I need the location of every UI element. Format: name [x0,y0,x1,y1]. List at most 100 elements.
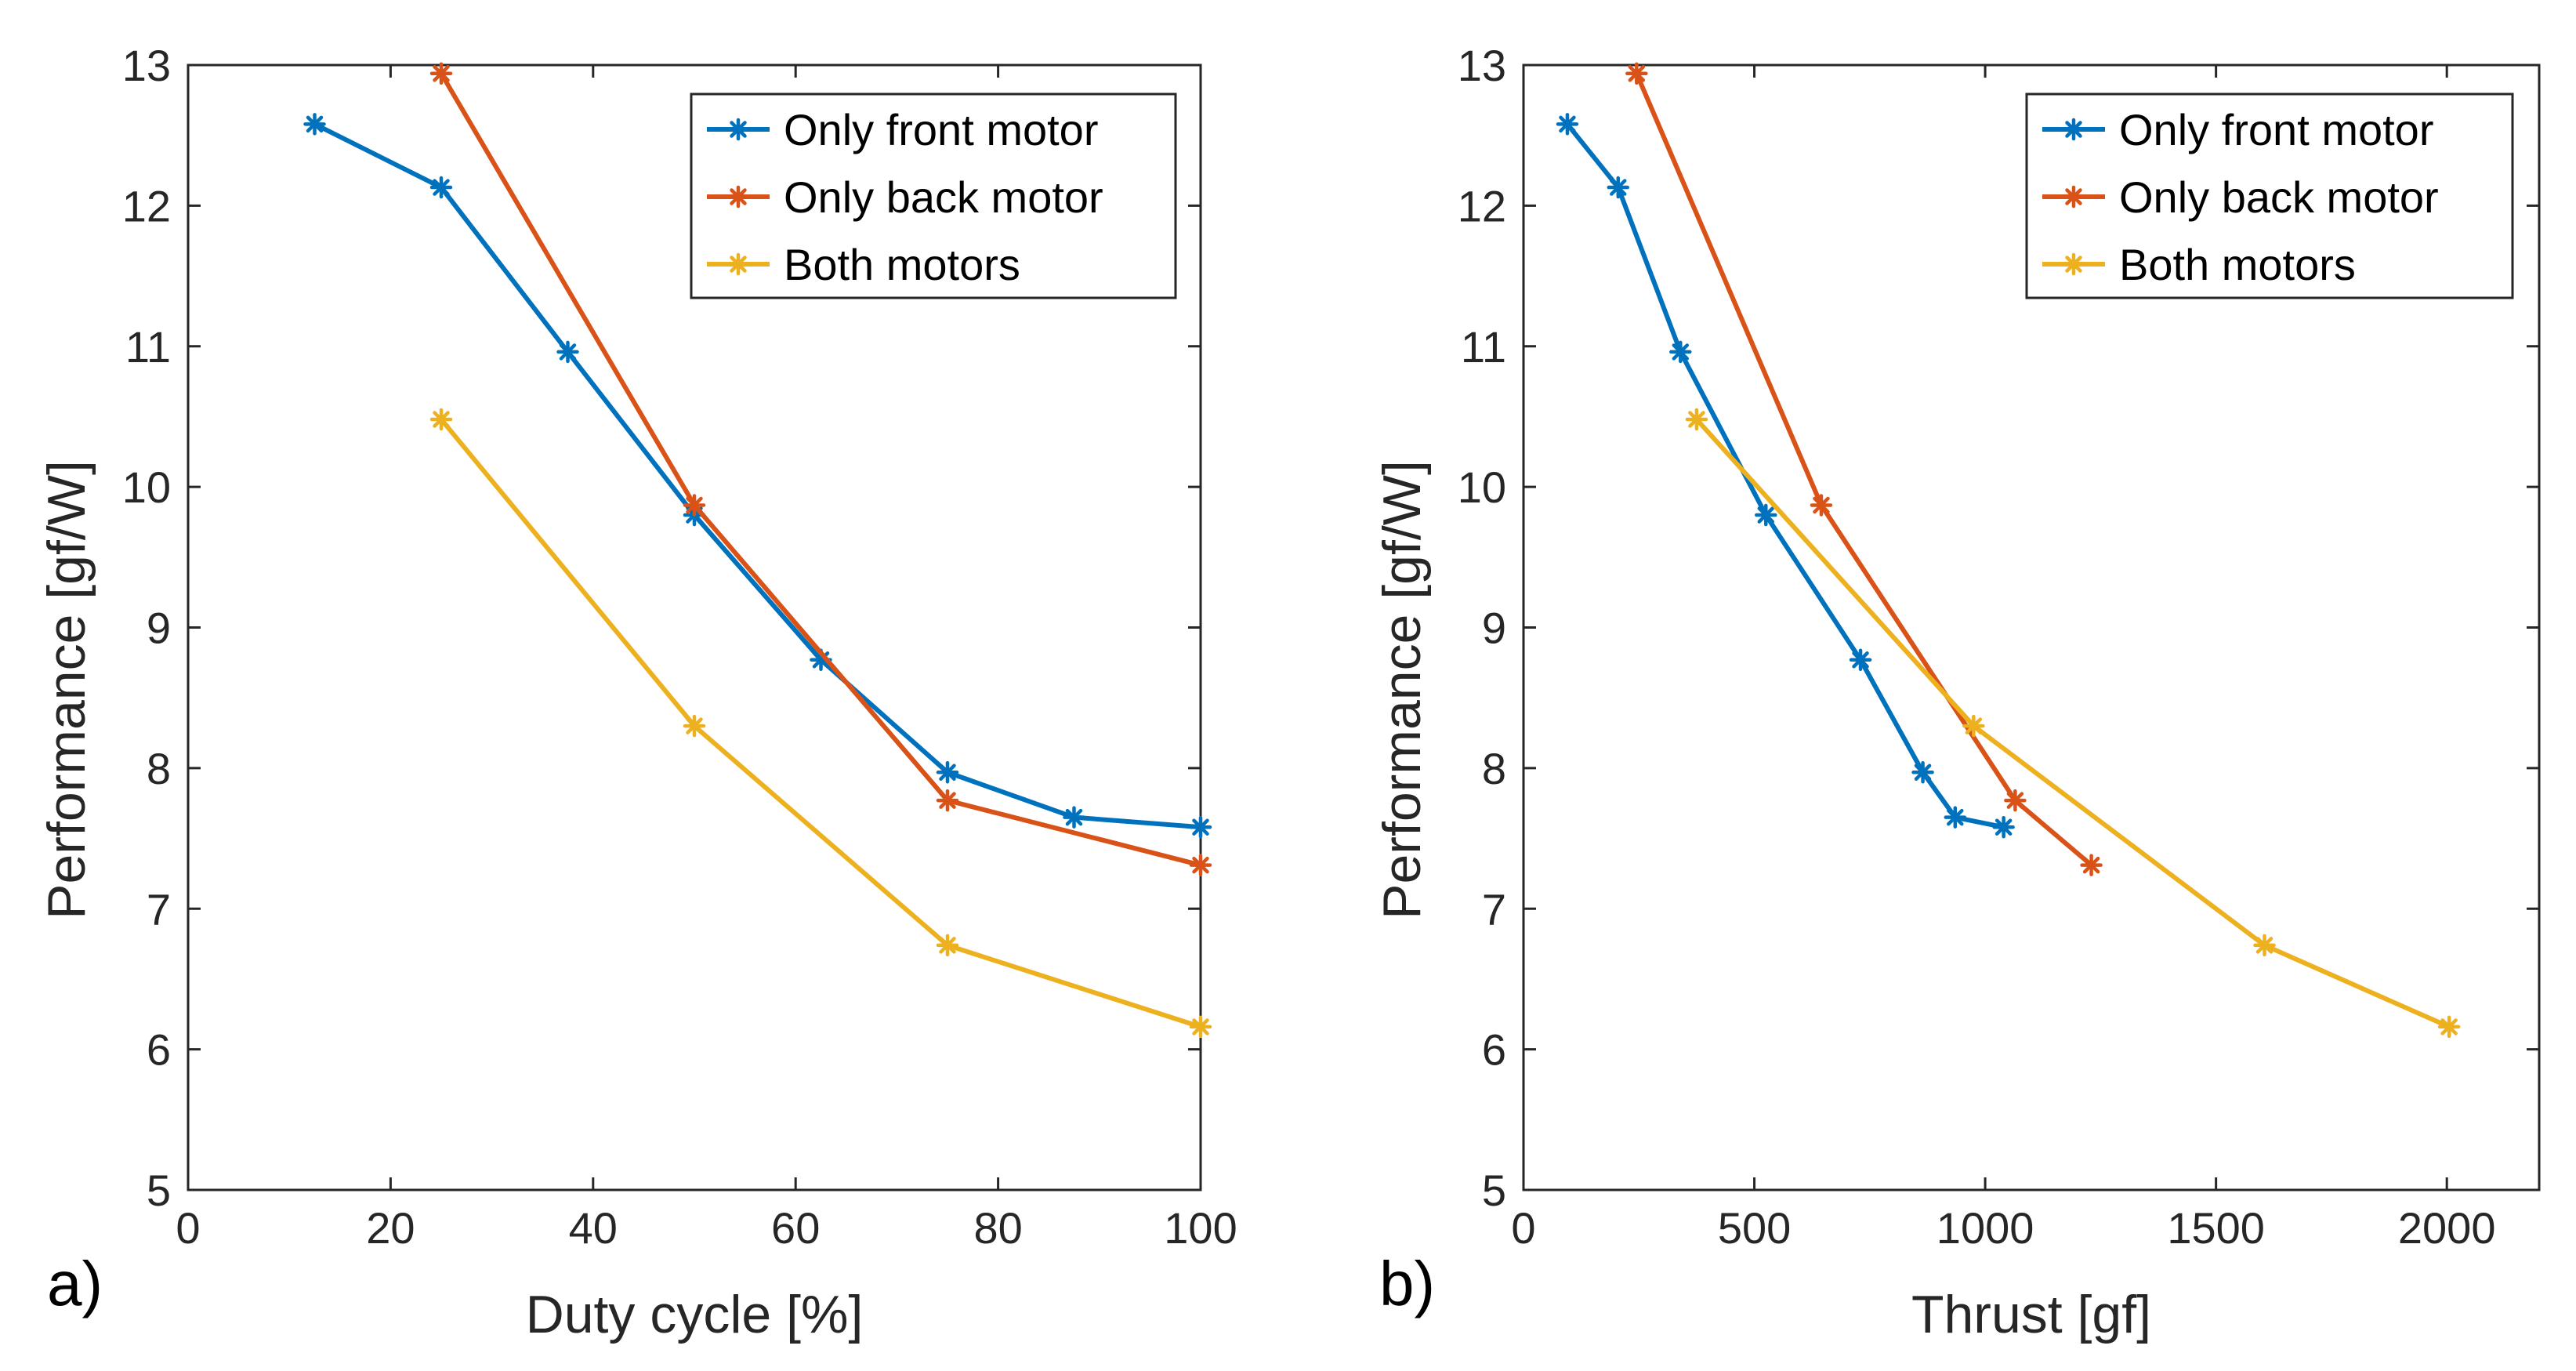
panel-a-series-both-motors [429,408,1212,1039]
panel-b-ytick-label: 6 [1482,1025,1506,1075]
panel-b-series-both-motors-line [1694,417,2452,1029]
panel-a-series-both-motors-point [429,408,453,431]
panel-a-series-only-front-motor-point [303,113,326,136]
panel-a-legend-marker [726,252,750,276]
panel-a-series-only-front-motor-point [556,340,579,364]
panel-b-label: b) [1379,1249,1435,1318]
panel-b-ytick-label: 7 [1482,884,1506,934]
panel-b-series-only-front-motor-point [1849,648,1872,672]
panel-b-series-only-front-motor-point [1911,761,1934,784]
panel-a-series-only-back-motor-point [1189,854,1212,876]
panel-b-series-both-motors-point [2437,1015,2461,1039]
panel-a-series-only-front-motor-point [1063,806,1085,829]
panel-a: 0 20 40 60 80 100 5 6 7 8 9 10 11 12 13 Only front moto… [37,41,1237,1344]
panel-b-series-only-front-motor [1556,113,2015,839]
panel-a-xtick-label: 100 [1164,1203,1237,1253]
panel-a-ytick-label: 13 [122,41,171,90]
panel-a-series-only-back-motor-point [429,62,453,85]
panel-a-ylabel: Performance [gf/W] [37,460,96,919]
panel-b-series-only-front-motor-point [1556,113,1579,136]
panel-a-xtick-label: 20 [366,1203,415,1253]
panel-b-plot-area: 0 500 1000 1500 2000 5 6 7 8 9 10 11 12 13 Only front … [1458,41,2541,1253]
panel-b-series-both-motors-point [1962,714,1985,738]
panel-b-xtick-label: 2000 [2398,1203,2496,1253]
panel-b-legend-item-only-back-motor: Only back motor [2042,172,2439,222]
panel-a-series-both-motors-point [683,714,706,738]
panel-b-ytick-label: 13 [1458,41,1506,90]
panel-b-series-only-front-motor-point [1607,176,1630,199]
panel-b-ytick-label: 10 [1458,462,1506,512]
panel-a-series-only-back-motor [429,62,1212,876]
panel-a-series-only-front-motor-point [936,761,959,784]
panel-b-ytick-label: 11 [1461,322,1506,372]
panel-b-series-only-back-motor-point [2080,854,2103,876]
panel-b-series-only-back-motor-point [1625,62,1648,85]
panel-b-legend-item-both-motors: Both motors [2042,240,2356,289]
panel-a-ytick-label: 10 [122,462,171,512]
panel-b-legend-marker [2062,252,2085,276]
panel-a-series-only-back-motor-point [683,494,706,517]
panel-b-legend: Only front motor Only back motor Both moto… [2025,92,2514,299]
panel-a-ytick-label: 6 [147,1025,171,1075]
panel-b-series-only-back-motor-point [1810,494,1833,517]
panel-b-series-only-back-motor-point [2004,789,2027,812]
panel-b-series-only-front-motor-point [1944,806,1967,829]
panel-b-series-both-motors-point [2253,934,2276,957]
panel-a-ytick-label: 12 [122,181,171,230]
panel-b-xtick-label: 1500 [2167,1203,2265,1253]
panel-b-xlabel: Thrust [gf] [1911,1285,2151,1344]
panel-b-xtick-label: 0 [1511,1203,1535,1253]
panel-a-series-only-front-motor-line [312,122,1203,830]
panel-a-xtick-label: 60 [771,1203,820,1253]
panel-a-xtick-label: 80 [973,1203,1022,1253]
panel-b-series-both-motors [1685,408,2461,1039]
panel-a-ytick-label: 9 [147,604,171,653]
panel-b-legend-label: Both motors [2119,240,2356,289]
panel-a-legend-item-both-motors: Both motors [707,240,1020,289]
panel-a-legend-label: Only back motor [784,172,1103,222]
panel-b-legend-box [2025,92,2514,299]
panel-a-series-both-motors-point [1189,1015,1212,1039]
panel-b-legend-item-only-front-motor: Only front motor [2042,105,2433,154]
panel-a-legend-label: Only front motor [784,105,1098,154]
panel-a-ytick-label: 5 [147,1166,171,1215]
panel-a-xtick-label: 0 [176,1203,200,1253]
panel-a-legend-marker [726,185,750,209]
panel-a-series-only-front-motor-point [429,176,453,199]
panel-a-legend-item-only-front-motor: Only front motor [707,105,1098,154]
panel-a-ytick-label: 8 [147,744,171,793]
panel-b-legend-marker [2062,185,2085,209]
panel-b-legend-label: Only back motor [2119,172,2439,222]
panel-b-ytick-label: 5 [1482,1166,1506,1215]
panel-a-legend-box [690,92,1177,299]
panel-b-legend-label: Only front motor [2119,105,2433,154]
panel-a-legend-label: Both motors [784,240,1020,289]
panel-a-series-only-back-motor-line [439,71,1203,868]
panel-b-ytick-label: 12 [1458,181,1506,230]
panel-a-series-both-motors-line [439,417,1203,1029]
panel-b-xtick-label: 1000 [1937,1203,2034,1253]
panel-a-series-only-front-motor-point [1189,815,1212,839]
panel-a-ytick-label: 11 [125,322,171,372]
panel-b-series-only-front-motor-point [1669,340,1692,364]
panel-a-series-both-motors-point [936,934,959,957]
panel-b-series-only-front-motor-point [1992,815,2015,839]
panel-b-ytick-label: 9 [1482,604,1506,653]
panel-b-series-only-back-motor-line [1634,71,2094,868]
panel-b-series-both-motors-point [1685,408,1708,431]
panel-a-ytick-label: 7 [147,884,171,934]
panel-b-series-only-back-motor [1625,62,2103,876]
panel-a-legend: Only front motor Only back motor Both moto… [690,92,1177,299]
panel-b-legend-marker [2062,118,2085,141]
panel-b: 0 500 1000 1500 2000 5 6 7 8 9 10 11 12 13 Only front … [1372,41,2541,1344]
panel-b-ylabel: Performance [gf/W] [1372,460,1432,919]
panel-a-legend-item-only-back-motor: Only back motor [707,172,1103,222]
panel-b-xtick-label: 500 [1718,1203,1791,1253]
panel-a-plot-area: 0 20 40 60 80 100 5 6 7 8 9 10 11 12 13 Only front moto… [122,41,1237,1253]
panel-a-series-only-back-motor-point [936,789,959,812]
panel-b-ytick-label: 8 [1482,744,1506,793]
panel-a-label: a) [47,1249,103,1318]
panel-a-xtick-label: 40 [569,1203,618,1253]
panel-b-series-only-front-motor-point [1755,503,1777,527]
